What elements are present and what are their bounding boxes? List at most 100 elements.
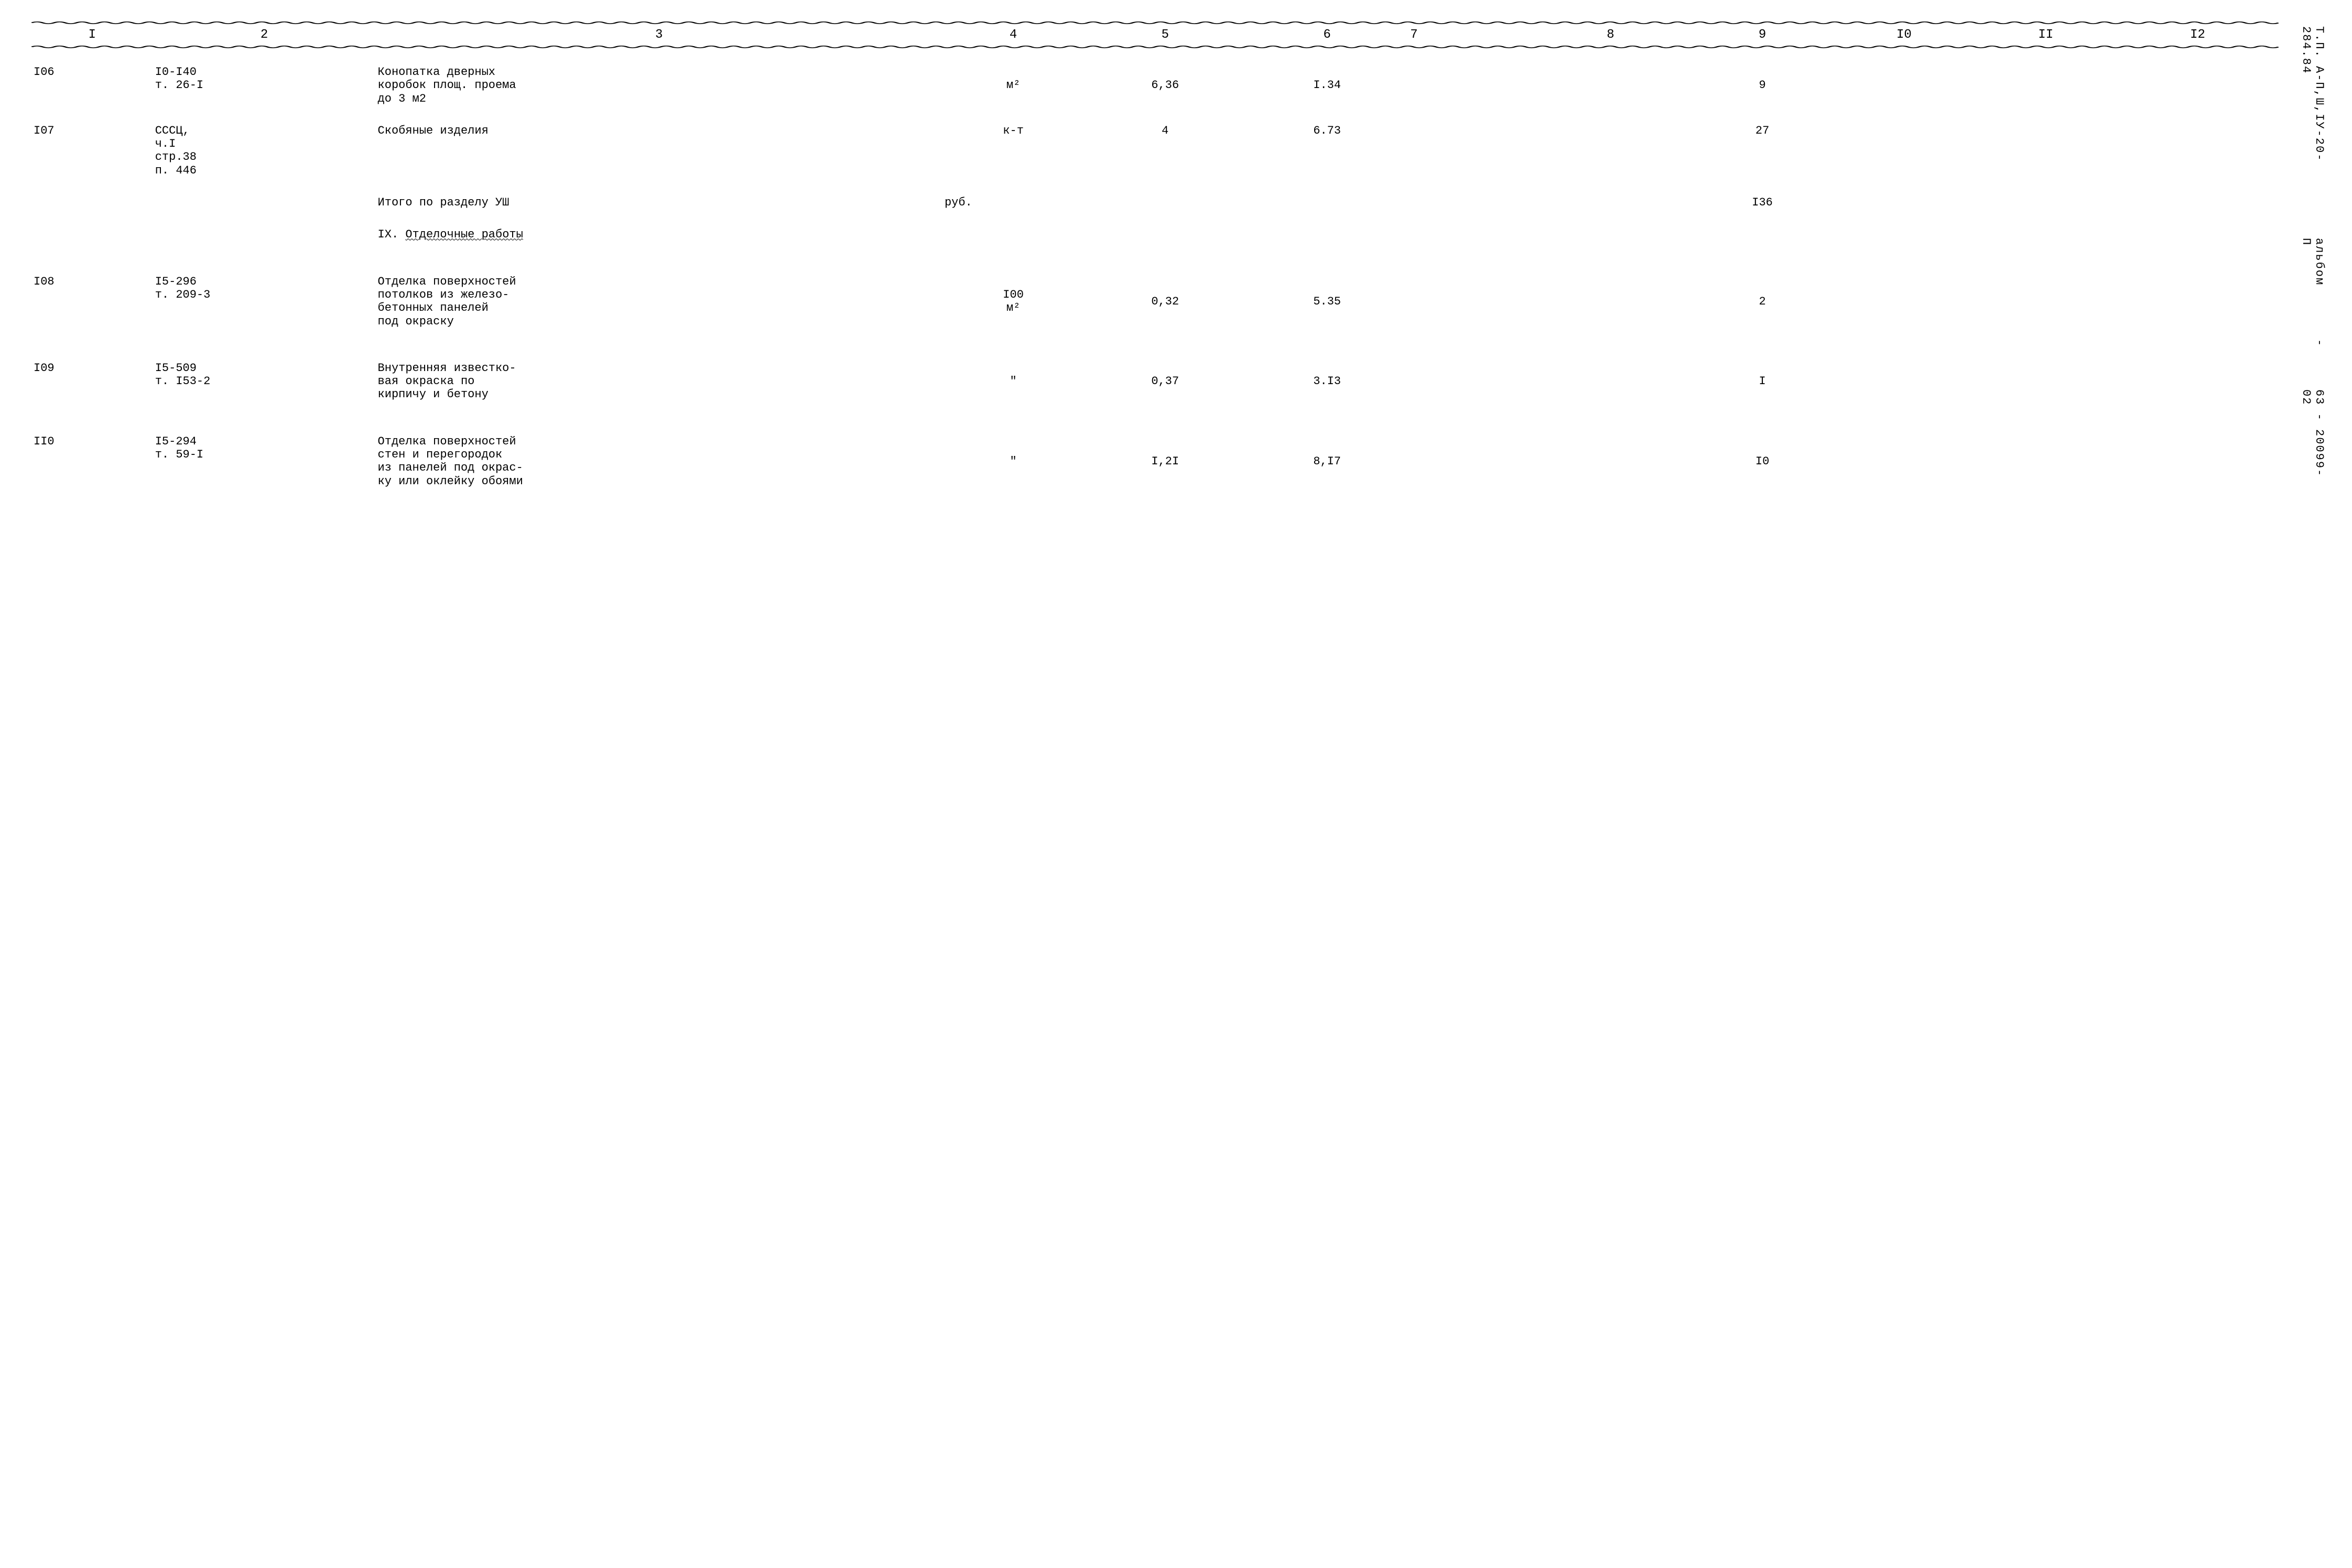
cell-price: 3.I3 [1246, 360, 1408, 404]
header-col-10: I0 [1833, 25, 1975, 45]
cell-ref: I5-509 т. I53-2 [153, 360, 376, 404]
section-title: Отделочные работы [405, 228, 523, 241]
cell-c11 [1975, 122, 2117, 179]
cell-price: 8,I7 [1246, 433, 1408, 490]
header-col-8: 8 [1530, 25, 1692, 45]
cell-ref [153, 194, 376, 211]
header-col-11: II [1975, 25, 2117, 45]
table-row: I06 I0-I40 т. 26-I Конопатка дверных кор… [31, 63, 2279, 107]
cell-c12 [2117, 122, 2279, 179]
cell-c7 [1408, 194, 1530, 211]
cell-c12 [2117, 63, 2279, 107]
spacer [31, 330, 2279, 345]
cell-c8 [1530, 63, 1692, 107]
cell-desc: Внутренняя известко- вая окраска по кирп… [376, 360, 942, 404]
header-col-5: 5 [1084, 25, 1246, 45]
cell-c12 [2117, 433, 2279, 490]
cell-price: 5.35 [1246, 273, 1408, 330]
header-col-2: 2 [153, 25, 376, 45]
spacer [31, 49, 2279, 63]
cell-unit: руб. [942, 194, 1084, 211]
header-col-7: 7 [1408, 25, 1530, 45]
table-row: I08 I5-296 т. 209-3 Отделка поверхностей… [31, 273, 2279, 330]
cell-c7 [1408, 360, 1530, 404]
sidebar-vertical-text: Т.П. А-П,Ш,IУ-20-284.84 альбом П - 63 - … [2300, 21, 2326, 493]
table-row: II0 I5-294 т. 59-I Отделка поверхностей … [31, 433, 2279, 490]
cell-price: I.34 [1246, 63, 1408, 107]
header-col-6: 6 [1246, 25, 1408, 45]
cell-c11 [1975, 194, 2117, 211]
cell-c9: I0 [1692, 433, 1833, 490]
cell-ref: СССЦ, ч.I стр.38 п. 446 [153, 122, 376, 179]
cell-num: I08 [31, 273, 153, 330]
header-col-4: 4 [942, 25, 1084, 45]
cell-ref: I0-I40 т. 26-I [153, 63, 376, 107]
cell-price [1246, 194, 1408, 211]
cell-c12 [2117, 360, 2279, 404]
wavy-top-row [31, 21, 2279, 25]
spacer [31, 211, 2279, 226]
cell-num: II0 [31, 433, 153, 490]
table-row: I07 СССЦ, ч.I стр.38 п. 446 Скобяные изд… [31, 122, 2279, 179]
cell-c8 [1530, 433, 1692, 490]
cell-num [31, 194, 153, 211]
cell-c12 [2117, 273, 2279, 330]
cell-qty: 6,36 [1084, 63, 1246, 107]
cell-unit: I00 м² [942, 273, 1084, 330]
cell-empty [942, 226, 2279, 243]
cell-c10 [1833, 122, 1975, 179]
cell-qty: 0,32 [1084, 273, 1246, 330]
wavy-line-icon [31, 21, 2279, 25]
cell-c11 [1975, 273, 2117, 330]
cell-unit: " [942, 360, 1084, 404]
cell-num [31, 226, 153, 243]
cell-desc: Отделка поверхностей стен и перегородок … [376, 433, 942, 490]
cell-unit: м² [942, 63, 1084, 107]
cell-ref: I5-296 т. 209-3 [153, 273, 376, 330]
cell-c10 [1833, 273, 1975, 330]
header-col-1: I [31, 25, 153, 45]
cell-c7 [1408, 433, 1530, 490]
cell-qty [1084, 194, 1246, 211]
table-row: I09 I5-509 т. I53-2 Внутренняя известко-… [31, 360, 2279, 404]
cell-c8 [1530, 360, 1692, 404]
spacer [31, 107, 2279, 122]
cell-price: 6.73 [1246, 122, 1408, 179]
cell-c9: 9 [1692, 63, 1833, 107]
cell-c7 [1408, 273, 1530, 330]
cell-c9: 2 [1692, 273, 1833, 330]
spacer [31, 345, 2279, 360]
section-title-cell: IX. Отделочные работы [376, 226, 942, 243]
cell-c9: I36 [1692, 194, 1833, 211]
cell-ref: I5-294 т. 59-I [153, 433, 376, 490]
sidebar-line-1: Т.П. А-П,Ш,IУ-20-284.84 [2300, 26, 2326, 196]
table-header-row: I 2 3 4 5 6 7 8 9 I0 II I2 [31, 25, 2279, 45]
cell-c10 [1833, 194, 1975, 211]
cell-num: I06 [31, 63, 153, 107]
page-container: Т.П. А-П,Ш,IУ-20-284.84 альбом П - 63 - … [31, 21, 2321, 493]
header-col-9: 9 [1692, 25, 1833, 45]
header-col-12: I2 [2117, 25, 2279, 45]
cell-c10 [1833, 433, 1975, 490]
spacer [31, 244, 2279, 258]
spacer [31, 179, 2279, 194]
cell-c8 [1530, 273, 1692, 330]
cell-c10 [1833, 63, 1975, 107]
cell-desc: Отделка поверхностей потолков из железо-… [376, 273, 942, 330]
cell-c9: I [1692, 360, 1833, 404]
cell-c7 [1408, 122, 1530, 179]
wavy-header-bottom-row [31, 45, 2279, 49]
cell-num: I09 [31, 360, 153, 404]
cell-ref [153, 226, 376, 243]
cell-c8 [1530, 194, 1692, 211]
cell-desc: Итого по разделу УШ [376, 194, 942, 211]
sidebar-line-3: - [2300, 339, 2326, 347]
cell-qty: 0,37 [1084, 360, 1246, 404]
sidebar-line-2: альбом П [2300, 238, 2326, 297]
cell-unit: " [942, 433, 1084, 490]
cell-c12 [2117, 194, 2279, 211]
unit-top: I00 [945, 288, 1082, 301]
spacer [31, 404, 2279, 418]
spacer [31, 258, 2279, 273]
cell-c11 [1975, 360, 2117, 404]
